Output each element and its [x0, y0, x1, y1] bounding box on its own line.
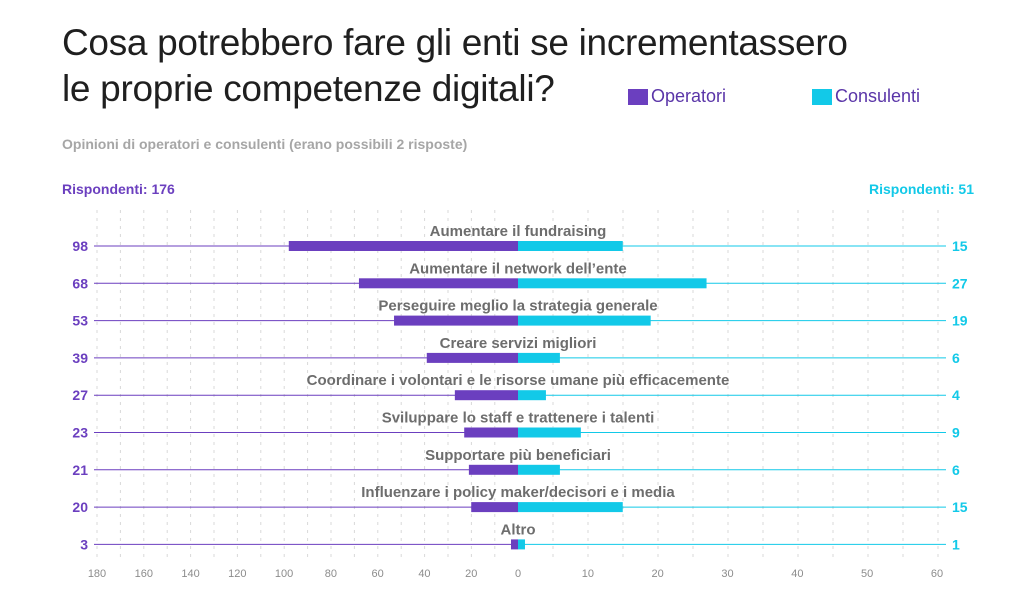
value-label-operatori: 3	[80, 536, 88, 552]
category-label: Sviluppare lo staff e trattenere i talen…	[382, 410, 655, 427]
value-label-operatori: 53	[72, 313, 88, 329]
value-label-operatori: 68	[72, 275, 88, 291]
bar-consulenti	[518, 278, 707, 289]
x-tick-right: 40	[791, 568, 803, 580]
x-tick-right: 20	[652, 568, 664, 580]
legend-operatori: Operatori	[628, 86, 726, 107]
respondents-label-left: Rispondenti:	[62, 181, 148, 197]
bar-operatori	[468, 464, 518, 475]
bar-operatori	[358, 278, 518, 289]
value-label-consulenti: 15	[952, 499, 968, 515]
x-tick-left: 120	[228, 568, 246, 580]
legend-swatch-operatori	[628, 88, 648, 105]
bar-consulenti	[518, 502, 623, 513]
bar-operatori	[394, 315, 518, 326]
value-label-operatori: 27	[72, 387, 88, 403]
bar-operatori	[454, 390, 518, 401]
value-label-consulenti: 6	[952, 350, 960, 366]
bar-operatori	[510, 539, 518, 550]
value-label-consulenti: 9	[952, 425, 960, 441]
x-tick-left: 40	[418, 568, 430, 580]
x-tick-left: 100	[275, 568, 293, 580]
category-label: Perseguire meglio la strategia generale	[378, 298, 657, 315]
category-label: Aumentare il network dell’ente	[409, 260, 627, 277]
value-label-consulenti: 15	[952, 238, 968, 254]
value-label-operatori: 23	[72, 425, 88, 441]
value-label-consulenti: 1	[952, 536, 960, 552]
bar-consulenti	[518, 241, 623, 251]
bar-operatori	[288, 241, 518, 251]
legend-swatch-consulenti	[812, 88, 832, 105]
legend-consulenti: Consulenti	[812, 86, 920, 107]
title-line-1: Cosa potrebbero fare gli enti se increme…	[62, 22, 848, 63]
x-tick-left: 140	[181, 568, 199, 580]
x-tick-left: 80	[325, 568, 337, 580]
legend-label-operatori: Operatori	[651, 86, 727, 106]
category-label: Altro	[501, 521, 536, 538]
value-label-operatori: 98	[72, 238, 88, 254]
x-tick-left: 0	[515, 568, 521, 580]
respondents-value-left: 176	[151, 181, 175, 197]
category-label: Coordinare i volontari e le risorse uman…	[307, 372, 730, 389]
x-tick-right: 60	[931, 568, 943, 580]
bar-operatori	[471, 502, 518, 513]
bar-consulenti	[518, 315, 651, 326]
category-label: Creare servizi migliori	[440, 335, 597, 352]
bar-consulenti	[518, 390, 546, 401]
legend-label-consulenti: Consulenti	[835, 86, 921, 106]
bar-consulenti	[518, 539, 525, 550]
x-tick-left: 20	[465, 568, 477, 580]
category-label: Aumentare il fundraising	[430, 223, 607, 240]
category-label: Influenzare i policy maker/decisori e i …	[361, 484, 675, 501]
chart-title: Cosa potrebbero fare gli enti se increme…	[62, 20, 848, 112]
x-tick-right: 10	[582, 568, 594, 580]
x-tick-right: 30	[721, 568, 733, 580]
bar-operatori	[426, 352, 518, 363]
value-label-operatori: 20	[72, 499, 88, 515]
bar-consulenti	[518, 464, 560, 475]
x-tick-right: 50	[861, 568, 873, 580]
respondents-label-right: Rispondenti:	[868, 181, 955, 197]
x-tick-left: 180	[88, 568, 106, 580]
value-label-operatori: 39	[72, 350, 88, 366]
respondents-consulenti: Rispondenti: 51	[869, 181, 974, 197]
x-tick-left: 60	[372, 568, 384, 580]
respondents-operatori: Rispondenti: 176	[62, 181, 175, 197]
category-label: Supportare più beneficiari	[425, 447, 611, 464]
value-label-consulenti: 19	[952, 313, 968, 329]
chart-subtitle: Opinioni di operatori e consulenti (eran…	[62, 136, 468, 152]
respondents-value-right: 51	[958, 181, 974, 197]
title-line-2: le proprie competenze digitali?	[62, 68, 555, 109]
bar-operatori	[464, 427, 518, 438]
value-label-consulenti: 4	[952, 387, 960, 403]
value-label-operatori: 21	[72, 462, 88, 478]
bar-consulenti	[518, 427, 581, 438]
bar-consulenti	[518, 352, 560, 363]
value-label-consulenti: 6	[952, 462, 960, 478]
value-label-consulenti: 27	[952, 275, 968, 291]
x-tick-left: 160	[135, 568, 153, 580]
